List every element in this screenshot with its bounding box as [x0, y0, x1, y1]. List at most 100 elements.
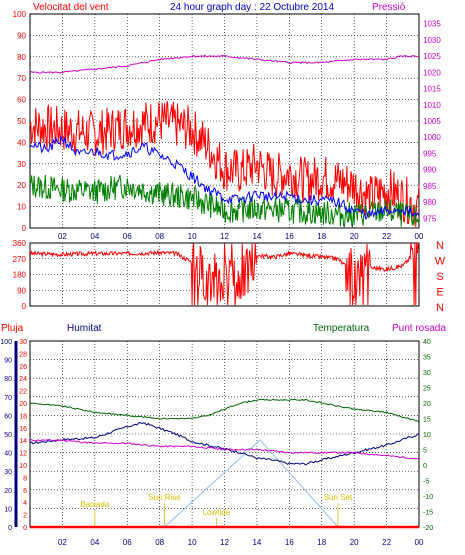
wind-y-tick-label: 40: [17, 138, 26, 147]
x-tick-label: 14: [252, 232, 261, 241]
humidity-y-tick-label: 100: [0, 339, 12, 346]
x-tick-label: 08: [155, 232, 164, 241]
direction-y-tick-label: 90: [17, 286, 26, 295]
x-tick-label: 16: [285, 232, 294, 241]
wind-y-tick-label: 70: [17, 74, 26, 83]
pressure-y-tick-label: 1015: [423, 85, 441, 94]
rain-y-tick-label: 24: [19, 376, 27, 383]
x-tick-label: 08: [155, 538, 164, 547]
rain-y-tick-label: 16: [19, 426, 27, 433]
x-tick-label: 16: [285, 538, 294, 547]
x-tick-label: 12: [220, 232, 229, 241]
pressure-y-tick-label: 975: [423, 214, 437, 223]
direction-y-tick-label: 0: [22, 302, 27, 311]
x-tick-label: 00: [415, 538, 424, 547]
wind-y-tick-label: 80: [17, 53, 26, 62]
rain-y-tick-label: 18: [19, 413, 27, 420]
rain-y-tick-label: 0: [23, 525, 27, 532]
x-tick-label: 18: [317, 232, 326, 241]
pressure-y-tick-label: 985: [423, 182, 437, 191]
pressure-y-tick-label: 995: [423, 149, 437, 158]
humidity-y-tick-label: 30: [4, 469, 12, 476]
temperature-y-tick-label: 25: [423, 386, 431, 393]
wind-y-tick-label: 30: [17, 160, 26, 169]
pressure-y-tick-label: 1010: [423, 101, 441, 110]
dewpoint-label: Punt rosada: [392, 323, 446, 334]
rain-y-tick-label: 22: [19, 389, 27, 396]
sun-annotation-label: Baixada: [80, 500, 109, 509]
wind-y-tick-label: 10: [17, 203, 26, 212]
sun-annotation-label: Sun Rise: [148, 493, 181, 502]
pressure-y-tick-label: 1025: [423, 52, 441, 61]
temperature-y-tick-label: 30: [423, 370, 431, 377]
temperature-y-tick-label: -10: [423, 494, 433, 501]
compass-label: S: [436, 271, 443, 283]
humidity-y-tick-label: 10: [4, 506, 12, 513]
pressure-y-tick-label: 1005: [423, 117, 441, 126]
wind-y-tick-label: 20: [17, 181, 26, 190]
pressure-y-tick-label: 1035: [423, 20, 441, 29]
sun-annotation-label: Sun Set: [324, 493, 353, 502]
x-tick-label: 12: [220, 538, 229, 547]
direction-y-tick-label: 360: [13, 239, 27, 248]
temperature-y-tick-label: 15: [423, 417, 431, 424]
wind-y-tick-label: 50: [17, 117, 26, 126]
temperature-y-tick-label: -5: [423, 479, 429, 486]
rain-y-tick-label: 20: [19, 401, 27, 408]
pressure-y-tick-label: 980: [423, 198, 437, 207]
dewpoint-line: [29, 438, 420, 460]
pressure-label: Pressió: [372, 2, 406, 13]
pressure-y-tick-label: 990: [423, 166, 437, 175]
rain-y-tick-label: 6: [23, 488, 27, 495]
wind-average-line: [29, 134, 420, 221]
humidity-line: [29, 422, 420, 466]
temperature-line: [29, 398, 420, 423]
x-tick-label: 02: [58, 538, 67, 547]
wind-gust-line: [29, 100, 420, 228]
x-tick-label: 04: [90, 232, 99, 241]
humidity-y-tick-label: 50: [4, 432, 12, 439]
temperature-y-tick-label: -20: [423, 525, 433, 532]
humidity-y-tick-label: 90: [4, 358, 12, 365]
x-tick-label: 10: [188, 538, 197, 547]
wind-y-tick-label: 0: [22, 224, 27, 233]
humidity-y-tick-label: 80: [4, 376, 12, 383]
temperature-y-tick-label: 10: [423, 432, 431, 439]
compass-label: N: [436, 240, 444, 252]
rain-y-tick-label: 14: [19, 438, 27, 445]
x-tick-label: 00: [415, 232, 424, 241]
temperature-label: Temperatura: [313, 323, 370, 334]
x-tick-label: 22: [382, 538, 391, 547]
compass-label: E: [436, 287, 443, 299]
temperature-y-tick-label: 20: [423, 401, 431, 408]
temperature-y-tick-label: 0: [423, 463, 427, 470]
wind-direction-line: [29, 242, 420, 306]
x-tick-label: 18: [317, 538, 326, 547]
humidity-label: Humitat: [67, 323, 102, 334]
rain-y-tick-label: 2: [23, 513, 27, 520]
x-tick-label: 14: [252, 538, 261, 547]
rain-label: Pluja: [1, 323, 24, 334]
x-tick-label: 04: [90, 538, 99, 547]
rain-y-tick-label: 10: [19, 463, 27, 470]
daylight-curve: [164, 439, 339, 528]
graph-title: 24 hour graph day : 22 Octubre 2014: [170, 2, 334, 13]
rain-y-tick-label: 4: [23, 500, 27, 507]
x-tick-label: 22: [382, 232, 391, 241]
humidity-y-tick-label: 20: [4, 488, 12, 495]
x-tick-label: 10: [188, 232, 197, 241]
wind-y-tick-label: 90: [17, 31, 26, 40]
x-tick-label: 20: [350, 232, 359, 241]
wind-y-tick-label: 100: [13, 10, 27, 19]
sun-annotation-label: Lowtide: [203, 508, 231, 517]
temperature-y-tick-label: 35: [423, 355, 431, 362]
humidity-y-tick-label: 70: [4, 395, 12, 402]
humidity-y-tick-label: 40: [4, 451, 12, 458]
wind-min-line: [29, 174, 420, 228]
wind-speed-label: Velocitat del vent: [33, 2, 109, 13]
compass-label: N: [436, 302, 444, 314]
rain-y-tick-label: 30: [19, 339, 27, 346]
rain-y-tick-label: 12: [19, 451, 27, 458]
